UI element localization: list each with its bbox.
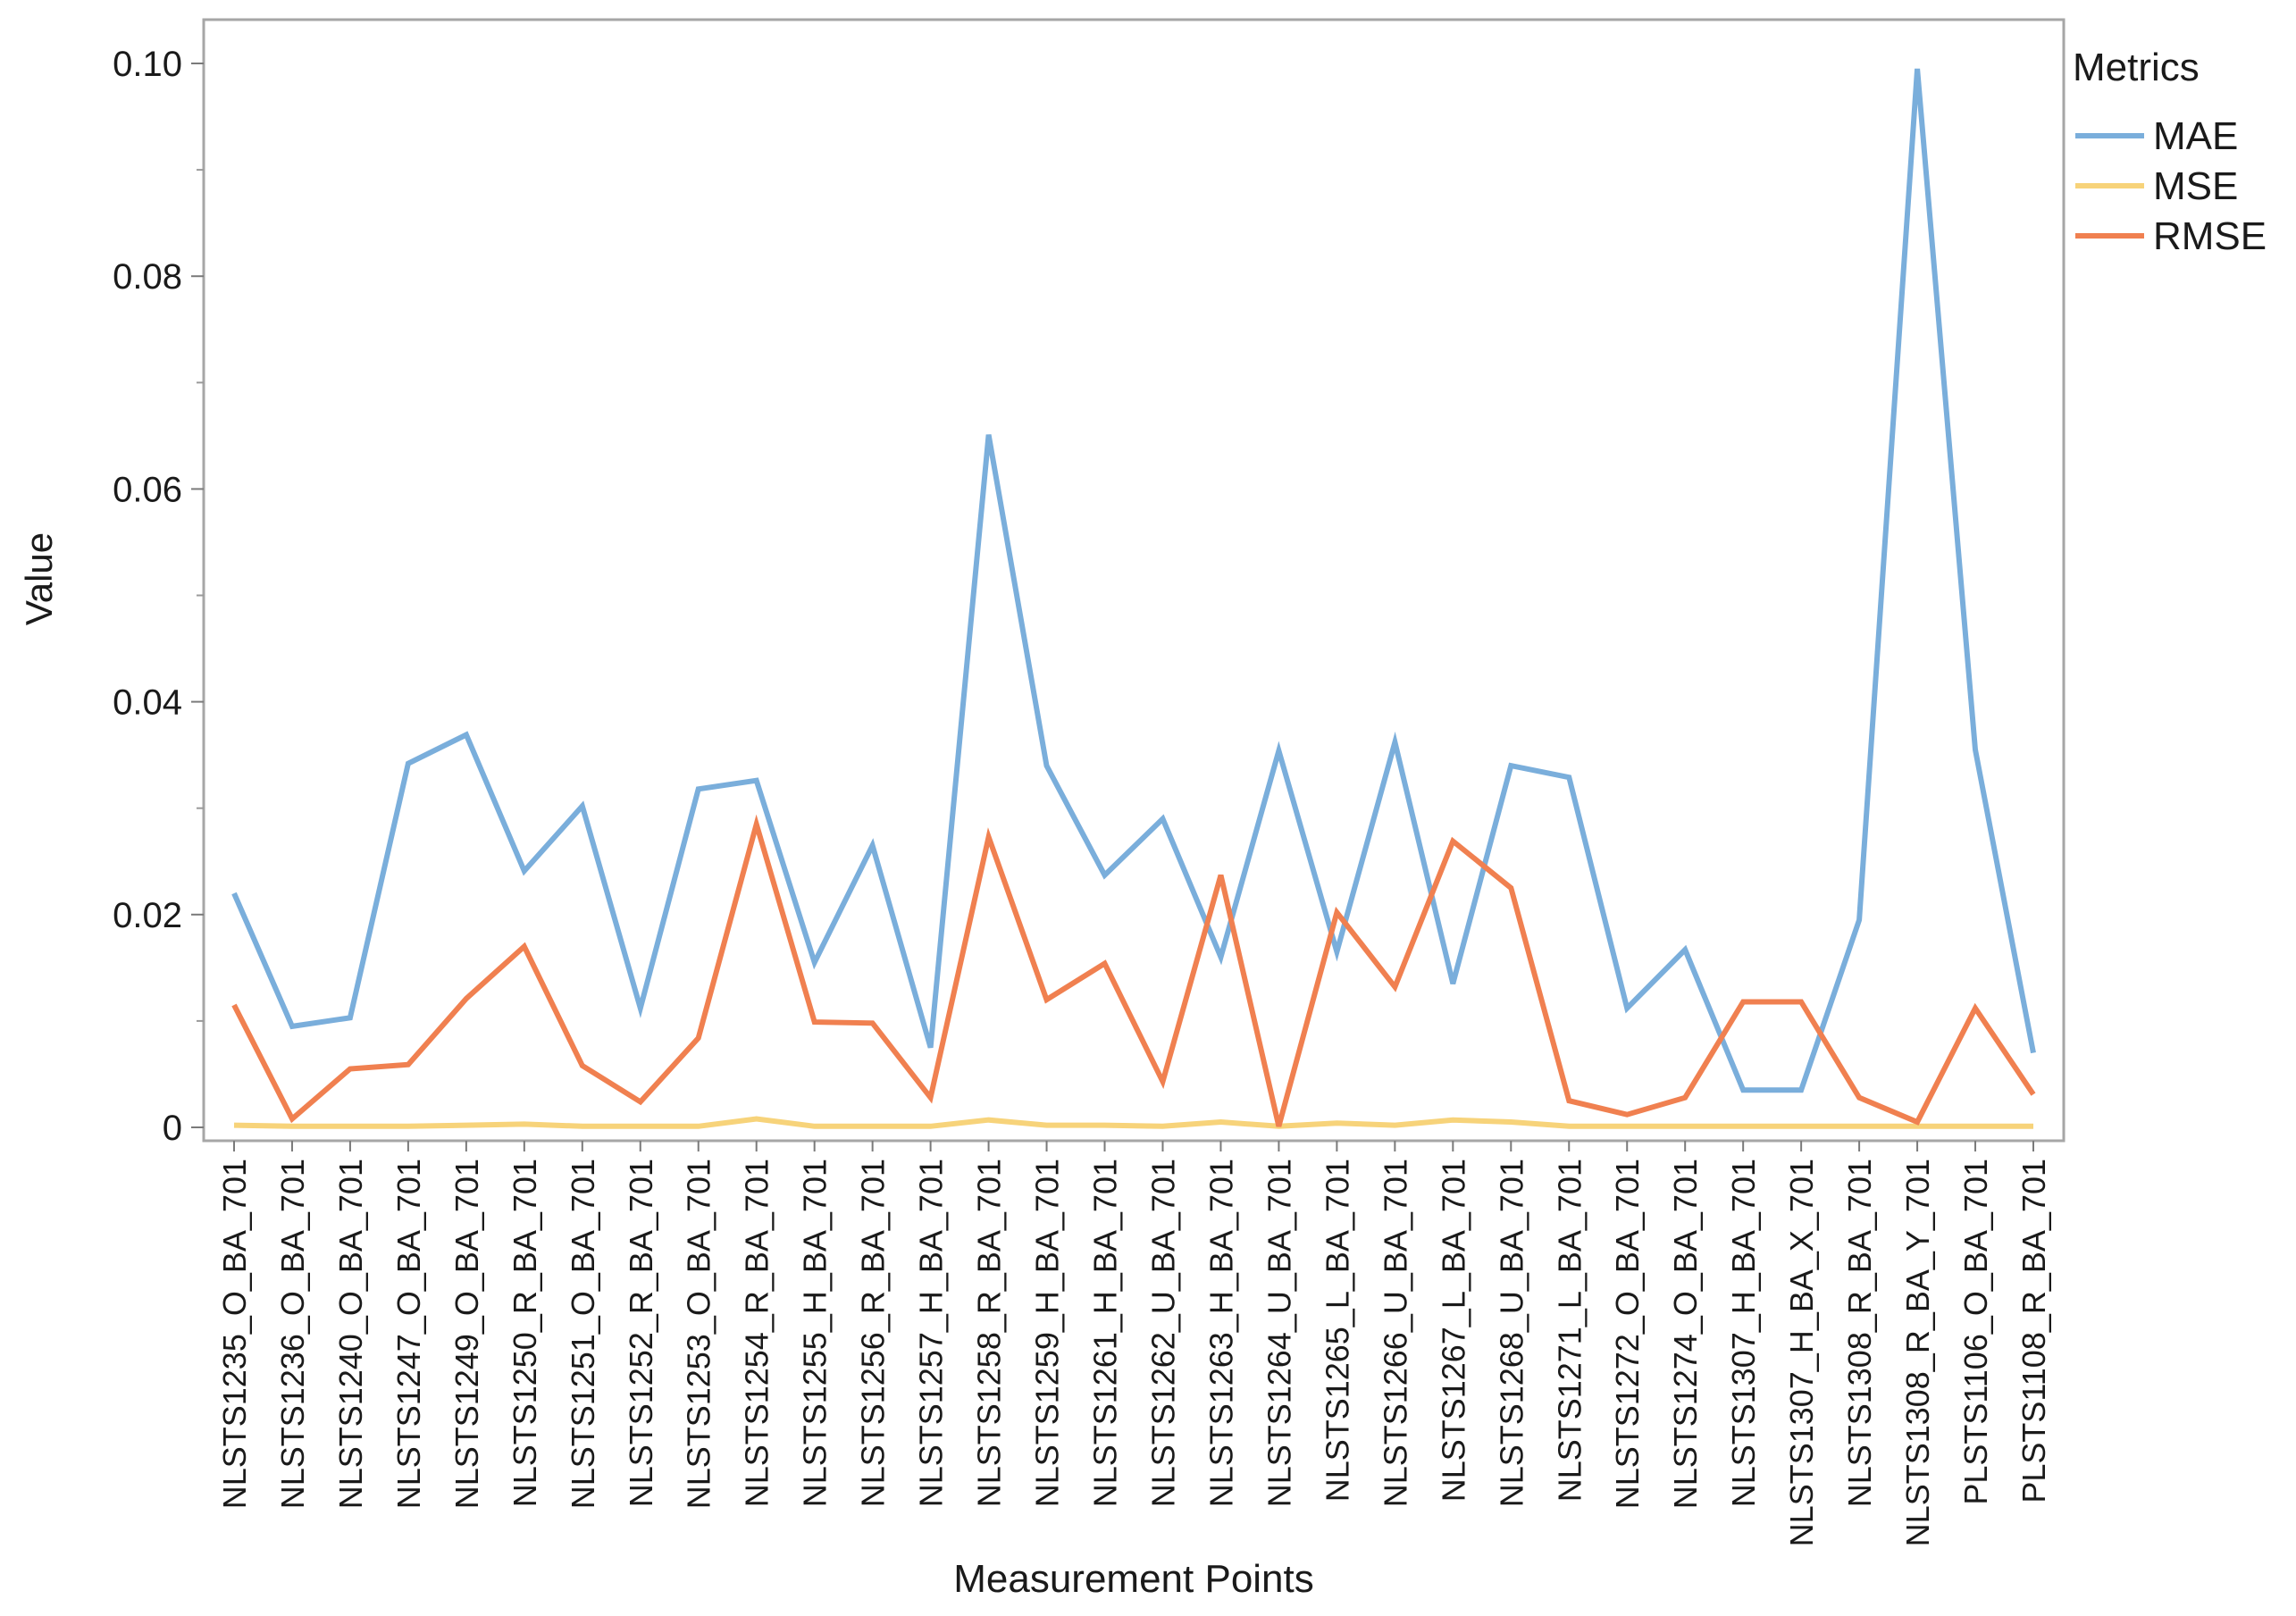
x-tick-label: NLSTS1308_R_BA_701 [1841, 1159, 1878, 1507]
x-tick-label: NLSTS1259_H_BA_701 [1029, 1159, 1066, 1507]
x-tick-label: NLSTS1251_O_BA_701 [565, 1159, 601, 1509]
x-tick-label: NLSTS1252_R_BA_701 [623, 1159, 659, 1507]
y-tick-label: 0.10 [113, 45, 182, 84]
series-lines [231, 68, 2036, 1129]
y-tick-label: 0.02 [113, 896, 182, 935]
x-tick-label: NLSTS1308_R_BA_Y_701 [1899, 1159, 1936, 1546]
x-tick-label: NLSTS1256_R_BA_701 [855, 1159, 892, 1507]
x-tick-label: NLSTS1267_L_BA_701 [1435, 1159, 1471, 1502]
y-axis-label: Value [18, 532, 60, 625]
x-tick-label: NLSTS1255_H_BA_701 [797, 1159, 834, 1507]
legend-title: Metrics [2073, 46, 2200, 89]
x-tick-label: NLSTS1236_O_BA_701 [274, 1159, 311, 1509]
legend-label-rmse: RMSE [2153, 214, 2267, 258]
x-tick-label: NLSTS1263_H_BA_701 [1202, 1159, 1239, 1507]
series-line-rmse [231, 814, 2036, 1127]
x-tick-label: NLSTS1264_U_BA_701 [1261, 1159, 1297, 1507]
x-tick-label: NLSTS1262_U_BA_701 [1144, 1159, 1181, 1507]
x-tick-label: NLSTS1266_U_BA_701 [1377, 1159, 1413, 1507]
x-tick-label: NLSTS1271_L_BA_701 [1551, 1159, 1588, 1502]
y-tick-label: 0 [163, 1109, 182, 1148]
x-tick-label: NLSTS1274_O_BA_701 [1667, 1159, 1704, 1509]
x-tick-label: NLSTS1240_O_BA_701 [332, 1159, 369, 1509]
x-tick-label: NLSTS1257_H_BA_701 [913, 1159, 950, 1507]
x-axis-label: Measurement Points [953, 1557, 1314, 1601]
x-tick-label: NLSTS1265_L_BA_701 [1319, 1159, 1355, 1502]
y-tick-label: 0.04 [113, 683, 182, 723]
x-tick-label: NLSTS1254_R_BA_701 [739, 1159, 775, 1507]
x-tick-label: PLSTS1108_R_BA_701 [2015, 1159, 2052, 1503]
x-tick-label: PLSTS1106_O_BA_701 [1957, 1159, 1994, 1505]
plot-frame [202, 18, 2066, 1143]
x-tick-label: NLSTS1258_R_BA_701 [971, 1159, 1008, 1507]
x-tick-label: NLSTS1261_H_BA_701 [1087, 1159, 1124, 1507]
y-tick-label: 0.06 [113, 470, 182, 509]
legend: Metrics MAE MSE RMSE [2073, 46, 2267, 258]
y-axis: 0 0.02 0.04 0.06 0.08 0.10 [113, 45, 204, 1148]
series-line-mae [231, 68, 2036, 1093]
plot-area [202, 18, 2066, 1143]
x-tick-label: NLSTS1268_U_BA_701 [1493, 1159, 1529, 1507]
x-tick-label: NLSTS1250_R_BA_701 [507, 1159, 543, 1507]
legend-label-mae: MAE [2153, 114, 2238, 158]
legend-label-mse: MSE [2153, 164, 2238, 208]
y-tick-label: 0.08 [113, 257, 182, 297]
x-tick-label: NLSTS1247_O_BA_701 [390, 1159, 427, 1509]
x-tick-label: NLSTS1249_O_BA_701 [448, 1159, 485, 1509]
x-tick-label: NLSTS1307_H_BA_701 [1725, 1159, 1762, 1507]
x-tick-label: NLSTS1307_H_BA_X_701 [1783, 1159, 1820, 1546]
series-line-mse [233, 1116, 2033, 1129]
x-tick-label: NLSTS1235_O_BA_701 [216, 1159, 253, 1509]
x-tick-label: NLSTS1272_O_BA_701 [1609, 1159, 1646, 1509]
x-tick-label: NLSTS1253_O_BA_701 [681, 1159, 717, 1509]
x-axis: NLSTS1235_O_BA_701 NLSTS1236_O_BA_701 NLST… [216, 1141, 2052, 1546]
